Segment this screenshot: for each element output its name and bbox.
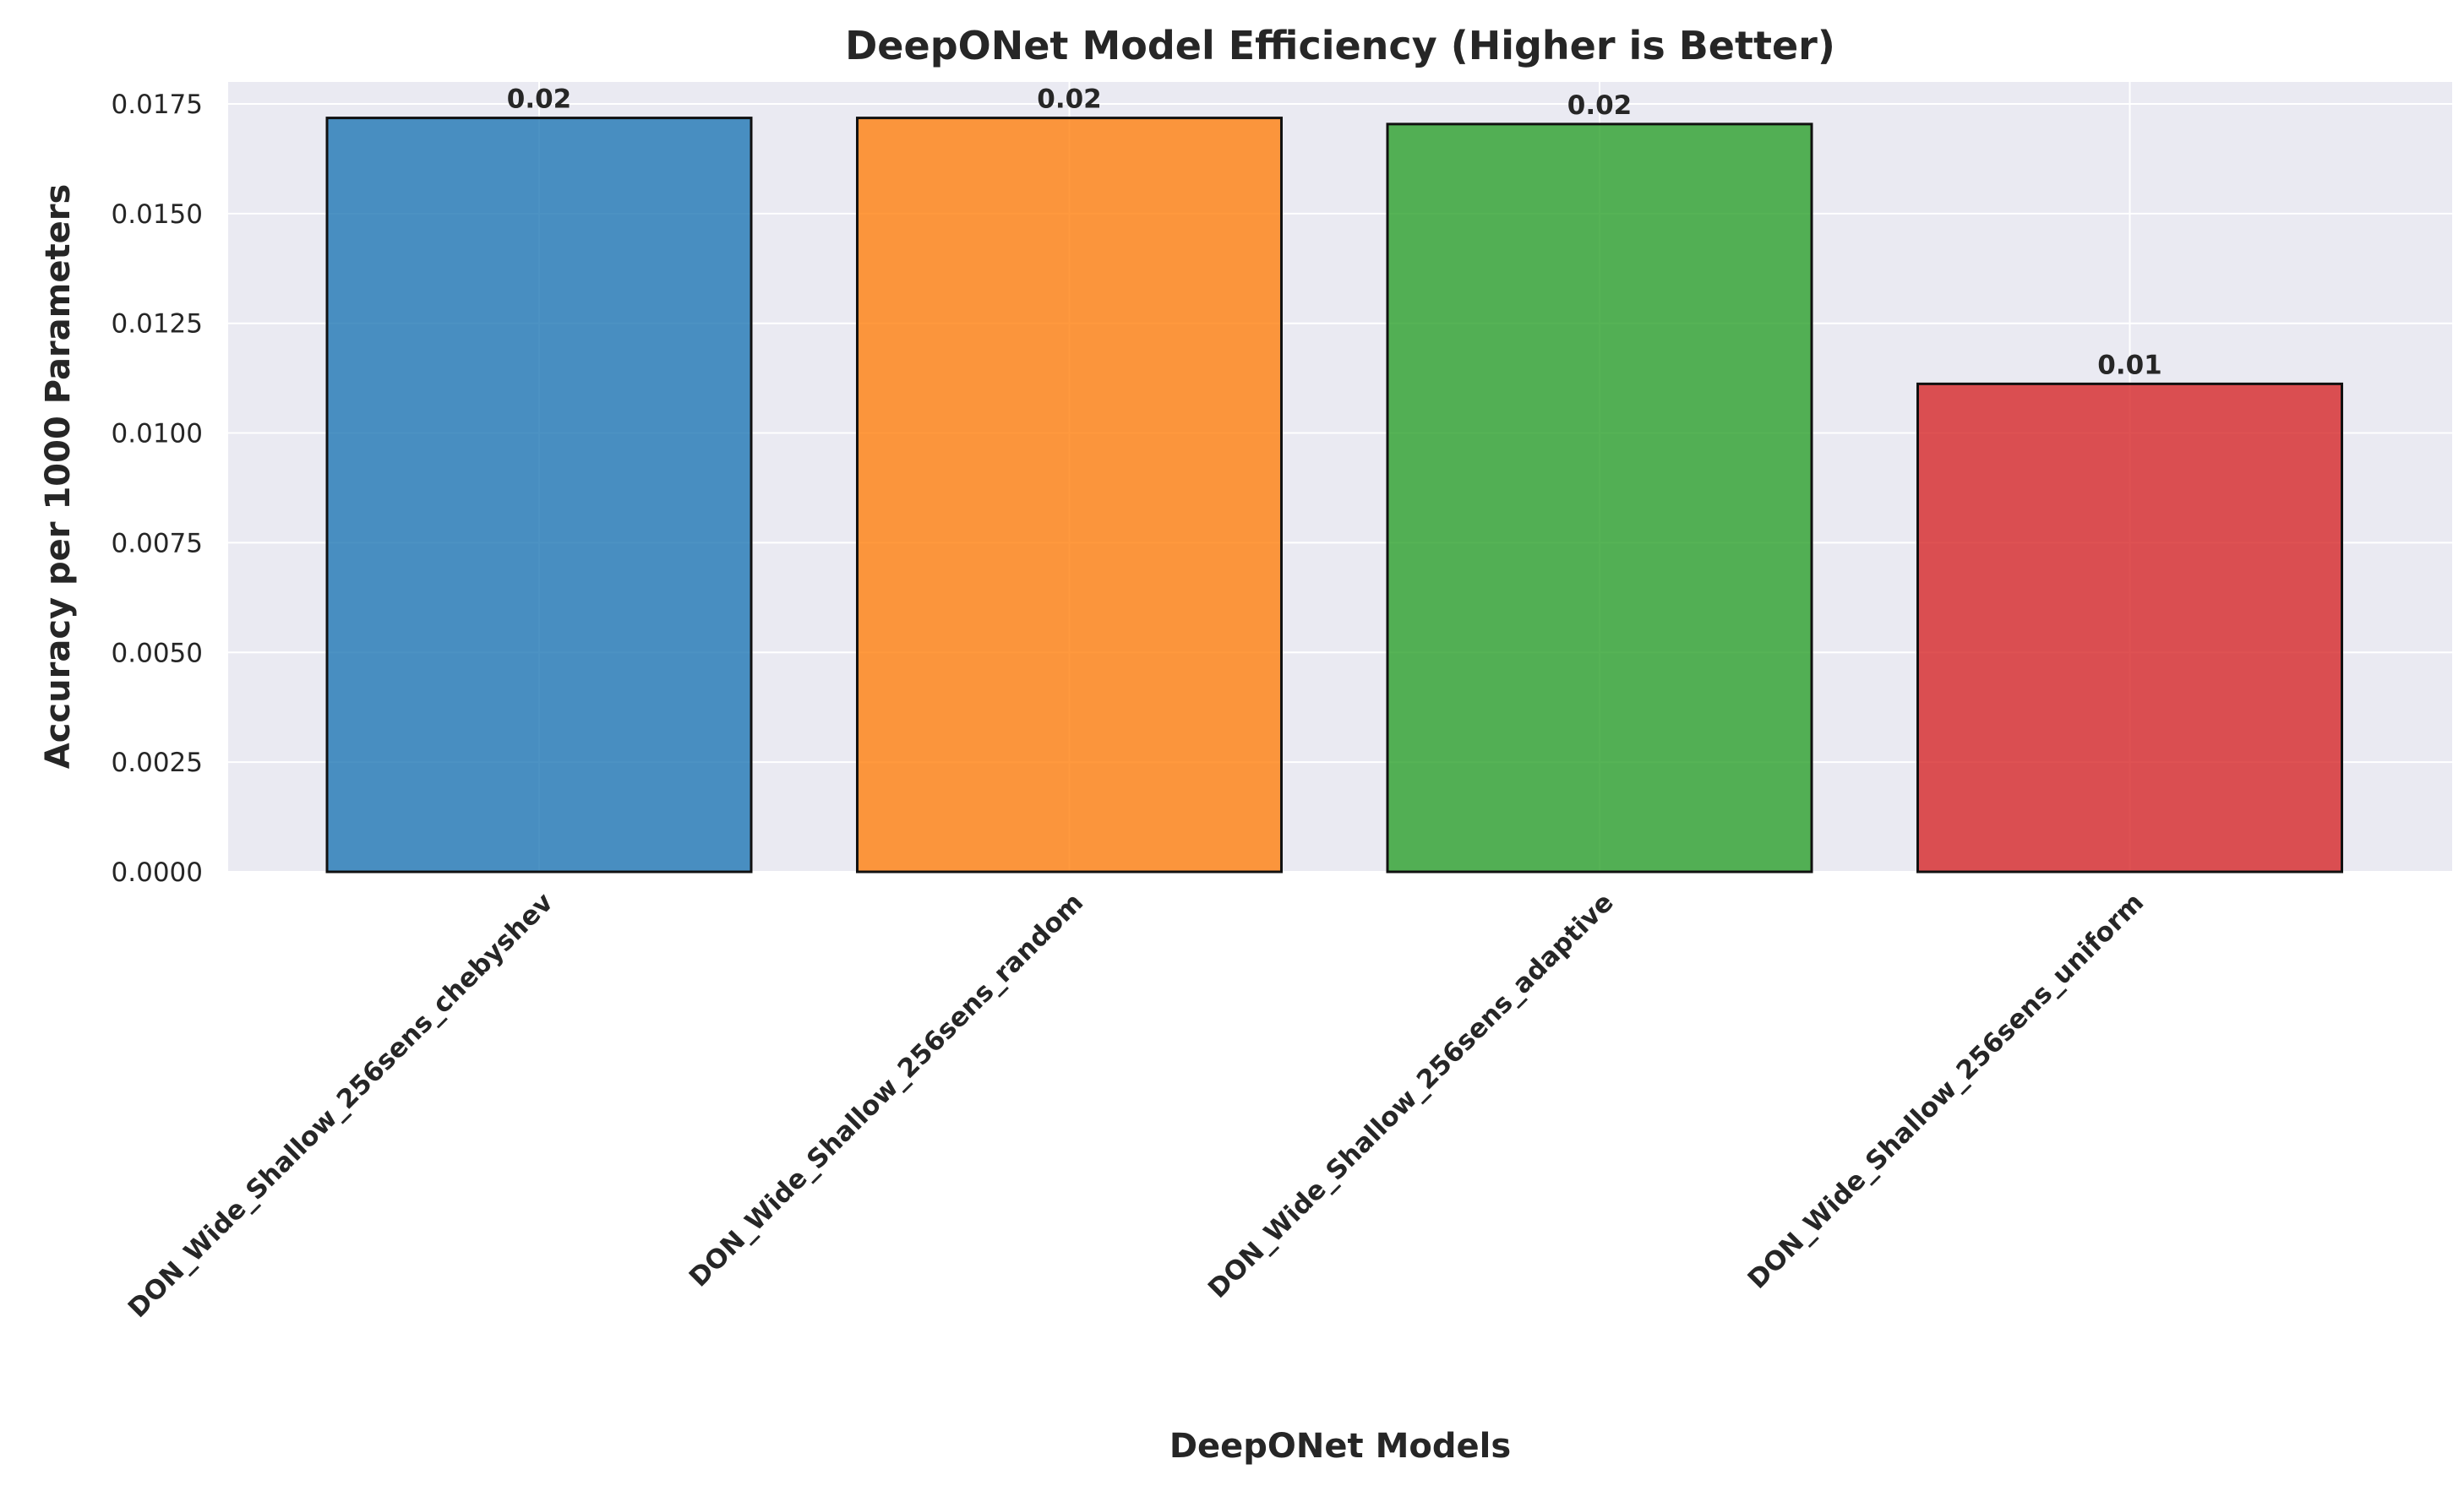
x-tick-label: DON_Wide_Shallow_256sens_chebyshev: [123, 887, 559, 1324]
x-tick-label: DON_Wide_Shallow_256sens_random: [684, 887, 1089, 1293]
data-label: 0.01: [2097, 350, 2162, 380]
chart-title: DeepONet Model Efficiency (Higher is Bet…: [845, 23, 1835, 68]
x-axis-label: DeepONet Models: [1169, 1427, 1511, 1466]
y-axis-ticks: 0.0000 0.0025 0.0050 0.0075 0.0100 0.0125 0.01…: [112, 90, 203, 888]
bar: [325, 117, 753, 874]
bars: [325, 117, 2343, 874]
x-tick-label: DON_Wide_Shallow_256sens_uniform: [1742, 887, 2151, 1295]
bar: [1386, 122, 1813, 874]
x-axis-ticks: DON_Wide_Shallow_256sens_chebyshev DON_Wi…: [123, 887, 2150, 1324]
y-tick-label: 0.0175: [112, 90, 203, 120]
data-label: 0.02: [507, 84, 572, 115]
data-label: 0.02: [1037, 84, 1102, 115]
y-axis-label: Accuracy per 1000 Parameters: [39, 184, 78, 770]
x-tick-label: DON_Wide_Shallow_256sens_adaptive: [1202, 887, 1620, 1304]
y-tick-label: 0.0125: [112, 309, 203, 340]
bar: [856, 117, 1283, 874]
y-tick-label: 0.0075: [112, 528, 203, 558]
bar: [1916, 382, 2343, 874]
y-tick-label: 0.0050: [112, 638, 203, 668]
y-tick-label: 0.0150: [112, 199, 203, 230]
data-label: 0.02: [1567, 90, 1633, 121]
y-tick-label: 0.0025: [112, 748, 203, 778]
y-tick-label: 0.0100: [112, 419, 203, 449]
y-tick-label: 0.0000: [112, 857, 203, 888]
data-labels: 0.02 0.02 0.02 0.01: [507, 84, 2162, 381]
